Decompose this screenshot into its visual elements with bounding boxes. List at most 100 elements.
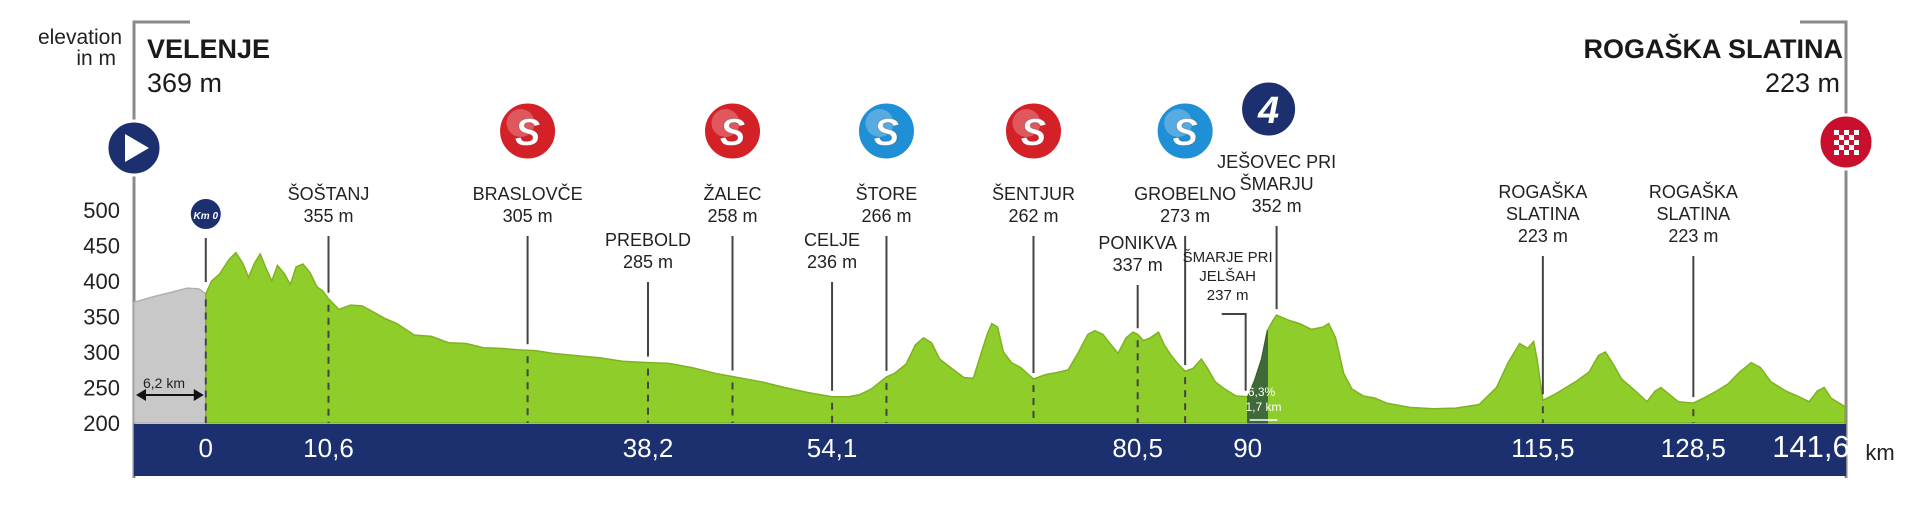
location-name: ROGAŠKA — [1649, 181, 1738, 202]
x-tick-label: 80,5 — [1112, 433, 1163, 463]
start-name: VELENJE — [147, 34, 270, 64]
x-axis-unit: km — [1865, 440, 1894, 465]
location-elevation: 223 m — [1518, 226, 1568, 246]
sprint-icon-shine — [1012, 109, 1041, 137]
start-elevation: 369 m — [147, 68, 222, 98]
distance-band — [134, 424, 1846, 476]
location-name: ŠMARJU — [1240, 173, 1314, 194]
location-name: ROGAŠKA — [1498, 181, 1587, 202]
location-name: ŽALEC — [703, 184, 761, 204]
location-name: BRASLOVČE — [473, 183, 583, 204]
location-name: ŠTORE — [856, 183, 918, 204]
x-tick-label: 141,6 — [1772, 429, 1850, 464]
checkered-square — [1849, 145, 1854, 150]
location-elevation: 258 m — [707, 206, 757, 226]
location-name: CELJE — [804, 230, 860, 250]
frame-layer: 500 450 400 350 300 250 200 — [83, 20, 1848, 478]
checkered-square — [1844, 150, 1849, 155]
location-elevation: 262 m — [1008, 206, 1058, 226]
sprint-letter: S — [720, 112, 745, 154]
location-elevation: 352 m — [1252, 196, 1302, 216]
race-profile-area — [205, 251, 1846, 424]
location-elevation: 305 m — [503, 206, 553, 226]
start-play-icon — [125, 134, 149, 162]
x-tick-label: 54,1 — [807, 433, 858, 463]
location-name: JEŠOVEC PRI — [1217, 151, 1336, 172]
location-name: SLATINA — [1506, 204, 1580, 224]
checkered-square — [1849, 135, 1854, 140]
checkered-square — [1839, 135, 1844, 140]
checkered-square — [1844, 130, 1849, 135]
km0-badge — [188, 197, 223, 231]
location-elevation: 337 m — [1113, 255, 1163, 275]
sprint-icon-shine — [506, 109, 535, 137]
location-name: GROBELNO — [1134, 184, 1236, 204]
neutral-distance-label: 6,2 km — [143, 375, 185, 391]
profile-layer — [133, 251, 1846, 476]
labels-layer: 0 10,6 38,2 54,1 80,5 90 115,5 128,5 141,6 Km 0 ŠO… — [194, 90, 1850, 464]
location-name: SLATINA — [1657, 204, 1731, 224]
checkered-square — [1854, 140, 1859, 145]
location-elevation: 355 m — [303, 206, 353, 226]
location-elevation: 237 m — [1207, 287, 1249, 304]
location-elevation: 266 m — [861, 206, 911, 226]
location-name: JELŠAH — [1199, 268, 1256, 285]
marker-lines-layer — [105, 79, 1875, 423]
sprint-letter: S — [515, 112, 540, 154]
location-elevation: 223 m — [1668, 226, 1718, 246]
sprint-letter: S — [1172, 112, 1197, 154]
y-axis-label-line2: in m — [76, 47, 116, 70]
x-tick-label: 10,6 — [303, 433, 354, 463]
climb-segment-area — [1247, 330, 1268, 424]
sprint-icon-shine — [865, 109, 894, 137]
x-tick-label: 128,5 — [1661, 433, 1726, 463]
location-name: ŠOŠTANJ — [288, 183, 370, 204]
neutral-arrow-left-head — [136, 389, 146, 401]
neutral-zone-area — [133, 287, 207, 424]
location-name: PONIKVA — [1098, 233, 1177, 253]
location-elevation: 273 m — [1160, 206, 1210, 226]
checkered-square — [1834, 130, 1839, 135]
location-leader-line — [1221, 313, 1247, 391]
climb-category-label: 4 — [1257, 90, 1279, 132]
sprint-icon — [855, 100, 917, 162]
location-name: ŠMARJE PRI — [1183, 249, 1273, 266]
x-tick-label: 90 — [1233, 433, 1262, 463]
finish-elevation: 223 m — [1765, 68, 1840, 98]
checkered-square — [1839, 145, 1844, 150]
finish-name: ROGAŠKA SLATINA — [1584, 33, 1844, 64]
sprint-icon — [1002, 100, 1064, 162]
sprint-letter: S — [1021, 112, 1046, 154]
location-elevation: 236 m — [807, 252, 857, 272]
finish-frame-line — [1800, 20, 1848, 478]
checkered-square — [1854, 150, 1859, 155]
y-tick-label: 350 — [83, 305, 120, 330]
y-tick-label: 450 — [83, 234, 120, 259]
climb-category-icon — [1239, 79, 1299, 139]
climb-gradient-label: 6,3% — [1248, 385, 1276, 399]
location-elevation: 285 m — [623, 252, 673, 272]
sprint-icon-shine — [711, 109, 740, 137]
location-name: ŠENTJUR — [992, 183, 1075, 204]
location-name: PREBOLD — [605, 230, 691, 250]
x-tick-label: 0 — [199, 433, 213, 463]
y-tick-label: 250 — [83, 376, 120, 401]
climb-length-label: 1,7 km — [1245, 400, 1281, 414]
km0-badge-label: Km 0 — [194, 211, 219, 222]
sprint-icon — [497, 100, 559, 162]
y-tick-label: 300 — [83, 340, 120, 365]
checkered-square — [1844, 140, 1849, 145]
y-tick-label: 500 — [83, 198, 120, 223]
y-tick-label: 400 — [83, 269, 120, 294]
checkered-square — [1834, 140, 1839, 145]
x-tick-label: 115,5 — [1511, 433, 1574, 463]
sprint-icon — [702, 100, 764, 162]
y-axis-label-line1: elevation — [38, 26, 122, 49]
y-tick-label: 200 — [83, 411, 120, 436]
checkered-square — [1854, 130, 1859, 135]
neutral-arrow-right-head — [193, 389, 204, 401]
sprint-icon — [1154, 100, 1216, 162]
sprint-icon-shine — [1164, 109, 1193, 137]
